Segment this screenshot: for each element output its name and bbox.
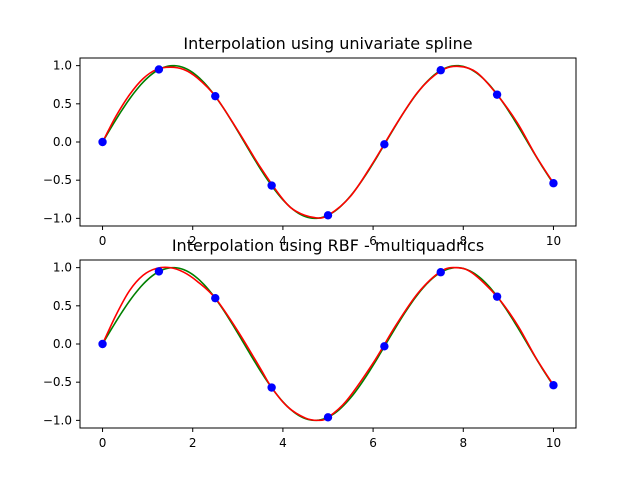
- green-curve: [101, 64, 555, 220]
- data-point: [436, 268, 445, 277]
- y-tick-label: 1.0: [53, 261, 72, 275]
- subplot-2: Interpolation using RBF - multiquadrics 0…: [43, 236, 577, 450]
- red-curve: [101, 266, 555, 422]
- x-tick-label: 6: [369, 436, 377, 450]
- chart-title: Interpolation using RBF - multiquadrics: [172, 236, 484, 255]
- data-point: [492, 292, 502, 301]
- x-tick-label: 8: [459, 436, 467, 450]
- data-point: [549, 179, 558, 188]
- axes-frame: [79, 259, 577, 429]
- data-point: [492, 90, 502, 99]
- x-tick-label: 2: [189, 234, 197, 248]
- y-tick-label: 0.0: [53, 135, 72, 149]
- data-point: [267, 383, 276, 392]
- x-tick-label: 10: [546, 234, 561, 248]
- data-point: [436, 66, 445, 75]
- data-point: [323, 211, 333, 220]
- data-point: [211, 293, 220, 303]
- y-tick-label: −0.5: [43, 375, 72, 389]
- y-tick-label: −1.0: [43, 413, 72, 427]
- data-point: [549, 381, 558, 390]
- y-tick-label: 1.0: [53, 59, 72, 73]
- x-tick-label: 0: [99, 436, 107, 450]
- x-tick-label: 8: [459, 234, 467, 248]
- data-point: [211, 91, 220, 101]
- green-curve: [101, 266, 555, 422]
- data-point: [98, 339, 107, 349]
- data-point: [323, 413, 333, 422]
- y-tick-label: 0.0: [53, 337, 72, 351]
- x-tick-label: 4: [279, 436, 287, 450]
- chart-title: Interpolation using univariate spline: [183, 34, 472, 53]
- y-tick-label: 0.5: [53, 299, 72, 313]
- x-tick-label: 0: [99, 234, 107, 248]
- data-point: [98, 137, 107, 147]
- y-tick-label: 0.5: [53, 97, 72, 111]
- data-point: [380, 342, 389, 351]
- x-tick-label: 10: [546, 436, 561, 450]
- data-point: [154, 65, 164, 74]
- y-tick-label: −1.0: [43, 211, 72, 225]
- axes-frame: [79, 57, 577, 227]
- data-point: [380, 140, 389, 149]
- data-point: [267, 181, 276, 190]
- subplot-1: Interpolation using univariate spline 0 2 4…: [43, 34, 577, 248]
- x-tick-label: 6: [369, 234, 377, 248]
- x-tick-label: 4: [279, 234, 287, 248]
- red-curve: [101, 65, 555, 219]
- data-point: [154, 267, 164, 276]
- y-tick-label: −0.5: [43, 173, 72, 187]
- x-tick-label: 2: [189, 436, 197, 450]
